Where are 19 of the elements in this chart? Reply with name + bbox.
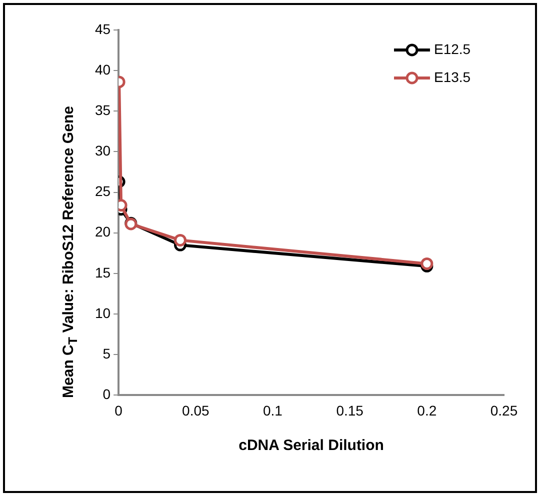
x-axis-title: cDNA Serial Dilution (238, 437, 384, 454)
y-tick-label: 30 (94, 142, 111, 159)
x-tick-label: 0.05 (182, 402, 210, 418)
x-tick-label: 0 (114, 402, 123, 418)
y-tick-label: 35 (94, 102, 111, 118)
x-tick-label: 0.25 (490, 402, 518, 418)
y-tick-label: 15 (94, 264, 111, 280)
y-tick-label: 25 (94, 183, 111, 200)
legend-label: E13.5 (434, 68, 471, 85)
y-tick-label: 40 (94, 61, 111, 78)
y-tick-label: 0 (102, 386, 111, 402)
x-tick-label: 0.15 (336, 402, 364, 418)
x-tick-label: 0.2 (417, 402, 437, 418)
y-tick-label: 45 (94, 20, 111, 37)
y-tick-label: 5 (102, 345, 111, 362)
y-tick-label: 20 (94, 224, 111, 240)
legend-label: E12.5 (434, 40, 471, 57)
y-tick-label: 10 (94, 304, 111, 321)
x-tick-label: 0.1 (263, 402, 283, 418)
